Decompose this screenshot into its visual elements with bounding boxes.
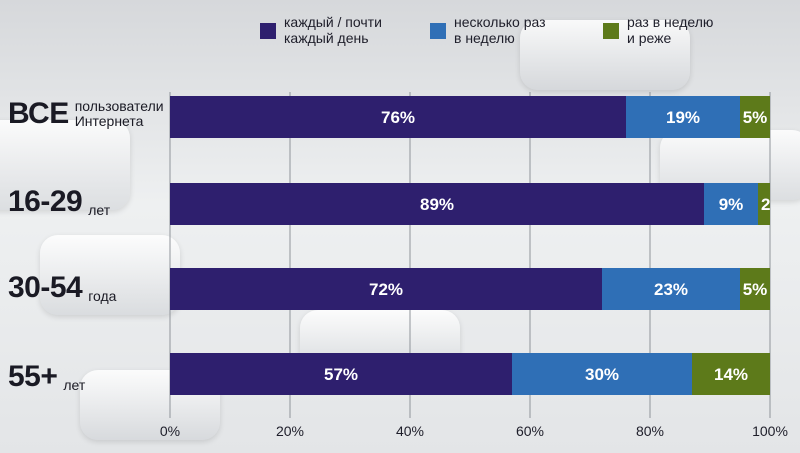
x-tick-label: 100% bbox=[752, 423, 788, 439]
legend-swatch-weekly-or-less bbox=[603, 23, 619, 39]
x-tick-label: 0% bbox=[160, 423, 180, 439]
data-label: 2 bbox=[761, 195, 770, 214]
bar-segment bbox=[692, 353, 770, 395]
legend-item-weekly-or-less: раз в неделю и реже bbox=[603, 14, 713, 46]
data-label: 76% bbox=[381, 108, 415, 127]
legend-item-daily: каждый / почти каждый день bbox=[260, 14, 382, 46]
bar-segment bbox=[170, 268, 602, 310]
x-tick-label: 80% bbox=[636, 423, 664, 439]
legend-swatch-daily bbox=[260, 23, 276, 39]
row-label-sub: лет bbox=[88, 202, 111, 218]
bar-segment bbox=[740, 268, 770, 310]
data-label: 30% bbox=[585, 365, 619, 384]
bar-segment bbox=[512, 353, 692, 395]
row-label-main: 55+ bbox=[8, 360, 58, 393]
bar-segment bbox=[170, 353, 512, 395]
legend-label-daily: каждый / почти каждый день bbox=[284, 14, 382, 46]
row-label-55plus: 55+ лет bbox=[8, 360, 85, 394]
x-tick-label: 60% bbox=[516, 423, 544, 439]
legend-label-several-times-week: несколько раз в неделю bbox=[454, 14, 546, 46]
data-label: 5% bbox=[743, 280, 768, 299]
data-label: 9% bbox=[719, 195, 744, 214]
bar-segment bbox=[626, 96, 740, 138]
legend-swatch-several-times-week bbox=[430, 23, 446, 39]
x-tick-label: 40% bbox=[396, 423, 424, 439]
row-label-main: 16-29 bbox=[8, 185, 83, 218]
data-label: 23% bbox=[654, 280, 688, 299]
data-label: 72% bbox=[369, 280, 403, 299]
data-label: 19% bbox=[666, 108, 700, 127]
bar-segment bbox=[740, 96, 770, 138]
data-label: 14% bbox=[714, 365, 748, 384]
data-label: 57% bbox=[324, 365, 358, 384]
row-label-all: ВСЕ пользователи Интернета bbox=[8, 97, 164, 131]
legend-item-several-times-week: несколько раз в неделю bbox=[430, 14, 546, 46]
row-label-sub: лет bbox=[63, 377, 86, 393]
bar-segment bbox=[170, 96, 626, 138]
x-tick-label: 20% bbox=[276, 423, 304, 439]
bar-segment bbox=[170, 183, 704, 225]
legend-label-weekly-or-less: раз в неделю и реже bbox=[627, 14, 714, 46]
row-label-sub: пользователи Интернета bbox=[74, 98, 164, 129]
row-label-main: 30-54 bbox=[8, 271, 83, 304]
row-label-16-29: 16-29 лет bbox=[8, 185, 110, 219]
bar-segment bbox=[704, 183, 758, 225]
row-label-sub: года bbox=[88, 288, 117, 304]
row-label-30-54: 30-54 года bbox=[8, 271, 116, 305]
bar-segment bbox=[602, 268, 740, 310]
data-label: 89% bbox=[420, 195, 454, 214]
row-label-main: ВСЕ bbox=[8, 97, 69, 130]
data-label: 5% bbox=[743, 108, 768, 127]
bar-segment bbox=[758, 183, 770, 225]
